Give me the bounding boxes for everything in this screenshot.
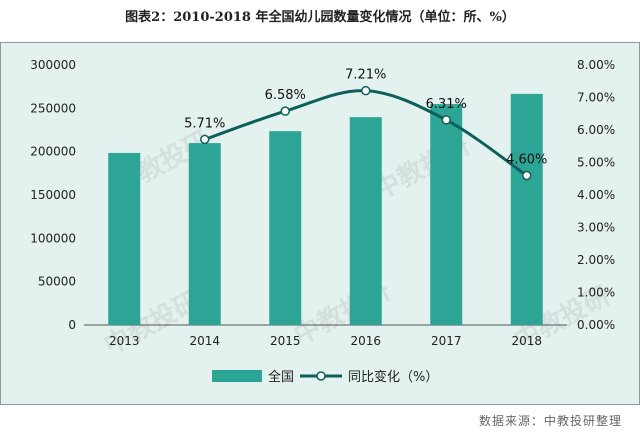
line-point-2015: [280, 106, 290, 116]
bar-2013: [108, 152, 141, 325]
y-left-tick-label: 150000: [30, 188, 76, 202]
y-right-tick-label: 5.00%: [577, 156, 615, 170]
chart-title: 图表2：2010-2018 年全国幼儿园数量变化情况（单位：所、%）: [125, 10, 515, 25]
x-tick-label: 2017: [431, 334, 462, 348]
legend: 全国 同比变化（%）: [212, 369, 438, 385]
legend-swatch-marker: [316, 371, 326, 381]
data-label-2014: 5.71%: [184, 116, 225, 131]
source-note: 数据来源：中教投研整理: [478, 414, 622, 428]
data-label-2015: 6.58%: [265, 88, 306, 103]
y-left-tick-label: 250000: [30, 101, 76, 115]
data-label-2016: 7.21%: [345, 68, 386, 83]
x-tick-label: 2018: [511, 334, 542, 348]
y-right-tick-label: 1.00%: [577, 286, 615, 300]
data-label-2018: 4.60%: [506, 153, 547, 168]
line-point-2014: [200, 134, 210, 145]
y-left-tick-label: 200000: [30, 145, 76, 159]
bar-series: [108, 93, 543, 325]
y-right-tick-label: 8.00%: [577, 58, 615, 72]
legend-label-bar: 全国: [268, 369, 294, 385]
y-left-tick-label: 0: [68, 318, 76, 332]
line-point-2016: [361, 85, 371, 96]
axes: 0 50000 100000 150000 200000 250000 300000 0.00…: [30, 58, 615, 348]
line-point-2018: [522, 170, 532, 181]
x-tick-label: 2013: [109, 334, 140, 348]
x-tick-label: 2015: [270, 334, 301, 348]
line-series: [200, 85, 532, 181]
x-tick-label: 2016: [350, 334, 381, 348]
legend-swatch-bar: [212, 370, 262, 382]
y-right-tick-label: 4.00%: [577, 188, 615, 202]
y-left-tick-label: 300000: [30, 58, 76, 72]
legend-label-line: 同比变化（%）: [348, 369, 438, 385]
bar-2016: [349, 117, 382, 325]
bar-2017: [430, 104, 463, 325]
x-tick-label: 2014: [189, 334, 220, 348]
y-right-tick-label: 7.00%: [577, 91, 615, 105]
y-right-tick-label: 3.00%: [577, 221, 615, 235]
y-left-tick-label: 50000: [38, 275, 76, 289]
bar-2018: [510, 93, 543, 325]
line-point-2017: [441, 115, 451, 125]
data-labels: 5.71% 6.58% 7.21% 6.31% 4.60%: [184, 68, 547, 168]
y-right-tick-label: 2.00%: [577, 253, 615, 267]
bar-2015: [269, 131, 302, 325]
y-left-tick-label: 100000: [30, 231, 76, 245]
data-label-2017: 6.31%: [426, 97, 467, 112]
y-right-tick-label: 6.00%: [577, 123, 615, 137]
y-right-tick-label: 0.00%: [577, 318, 615, 332]
bar-2014: [188, 143, 221, 325]
